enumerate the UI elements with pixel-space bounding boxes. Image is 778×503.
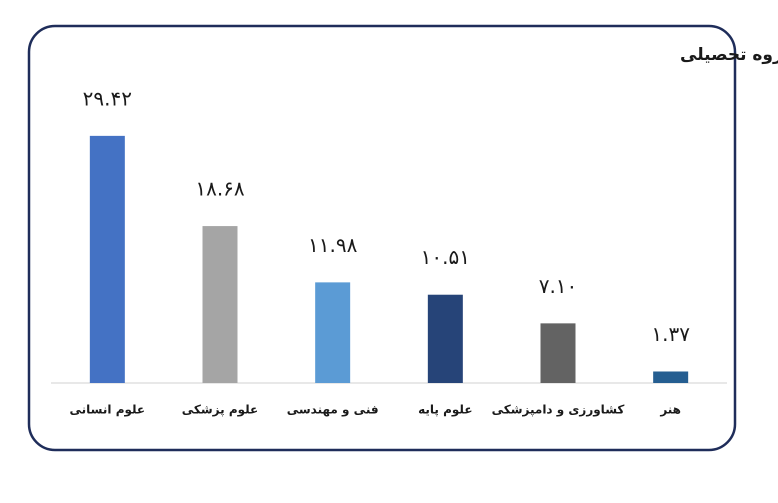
value-label: ۷.۱۰ [539,274,578,298]
bar [427,294,463,383]
value-label: ۱.۳۷ [651,322,690,346]
bar [653,371,689,383]
value-label: ۱۰.۵۱ [421,245,470,269]
value-label: ۱۸.۶۸ [195,177,245,201]
value-label: ۱۱.۹۸ [308,233,358,257]
bar [89,135,125,383]
x-tick-label: کشاورزی و دامپزشکی [492,403,625,418]
bar [540,323,576,383]
x-tick-label: علوم پایه [418,403,472,418]
bar [202,226,238,383]
x-tick-label: فنی و مهندسی [287,403,379,418]
bar [315,282,351,383]
x-tick-label: علوم پزشکی [182,403,258,418]
x-tick-label: هنر [659,403,681,417]
chart-title: درصد دانش آموختگان دکتری تخصصی به تفکیک … [680,43,778,65]
x-tick-label: علوم انسانی [70,403,146,418]
value-label: ۲۹.۴۲ [83,86,132,110]
chart-frame [27,24,737,452]
